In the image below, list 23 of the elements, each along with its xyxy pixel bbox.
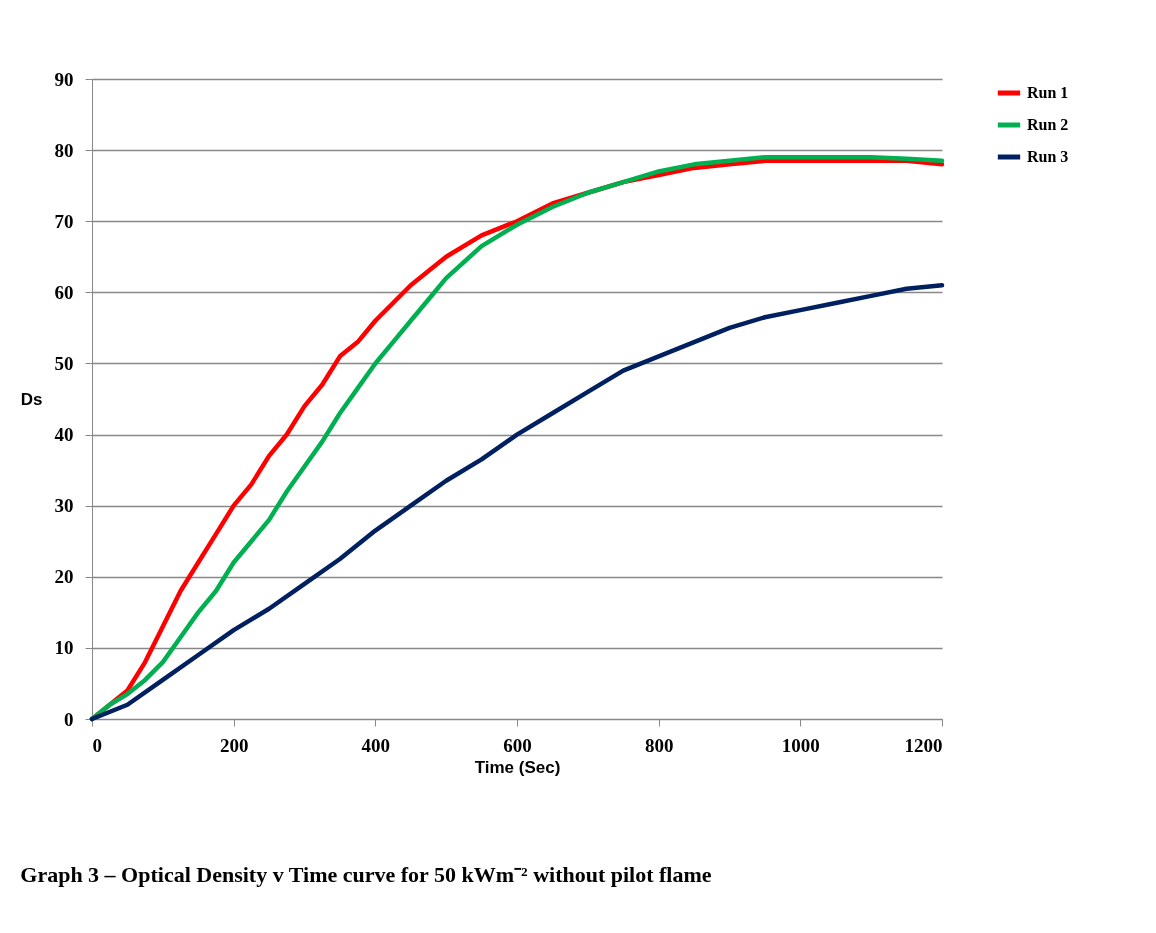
y-tick-label: 50: [54, 352, 74, 374]
x-tick-label: 800: [644, 734, 674, 756]
y-tick-label: 70: [54, 210, 74, 232]
y-tick-label: 10: [54, 637, 74, 659]
y-tick-label: 20: [54, 566, 74, 588]
y-tick-label: 0: [64, 708, 74, 730]
x-tick-label: 200: [219, 734, 249, 756]
x-tick-label: 0: [92, 734, 102, 756]
x-axis-title: Time (Sec): [474, 757, 561, 777]
y-tick-label: 40: [54, 424, 74, 446]
x-tick-label: 400: [361, 734, 391, 756]
y-tick-label: 30: [54, 495, 74, 517]
text: Graph 3 – Optical Density v Time curve for 50 kWm⁻² without pilot flame: [20, 862, 712, 887]
y-tick-label: 80: [54, 139, 74, 161]
legend-label: Run 2: [1027, 116, 1069, 133]
x-tick-label: 1200: [904, 734, 943, 756]
x-tick-label: 1000: [781, 734, 820, 756]
legend-label: Run 1: [1027, 84, 1069, 101]
y-tick-label: 90: [54, 68, 74, 90]
x-tick-label: 600: [503, 734, 532, 756]
legend-label: Run 3: [1027, 148, 1069, 165]
y-axis-title: Ds: [20, 389, 43, 409]
y-tick-label: 60: [54, 281, 74, 303]
